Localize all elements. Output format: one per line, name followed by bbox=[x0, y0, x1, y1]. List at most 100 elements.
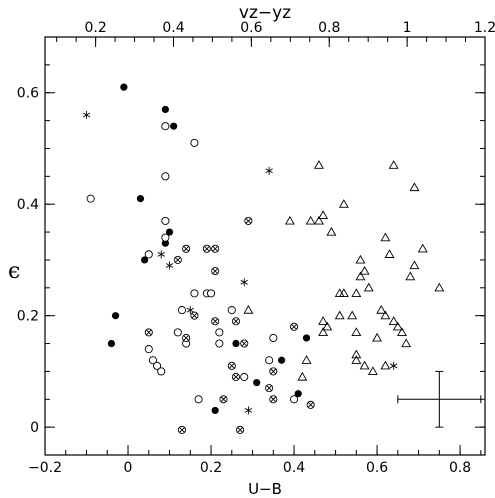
data-point-asterisk bbox=[82, 111, 91, 120]
data-point-crossed-circle bbox=[306, 400, 315, 409]
data-point-crossed-circle bbox=[231, 317, 240, 326]
data-point-open-triangle bbox=[380, 360, 391, 370]
y-tick-label: 0.4 bbox=[17, 197, 39, 213]
data-point-open-triangle bbox=[313, 160, 324, 169]
data-point-filled-circle bbox=[161, 239, 169, 247]
data-point-open-circle bbox=[206, 289, 216, 298]
data-point-open-triangle bbox=[417, 243, 428, 253]
data-point-open-triangle bbox=[318, 316, 329, 325]
data-points bbox=[82, 83, 445, 434]
data-point-open-triangle bbox=[326, 226, 337, 236]
y-tick-label: 0.2 bbox=[17, 309, 39, 325]
data-point-crossed-circle bbox=[290, 322, 299, 331]
data-point-filled-circle bbox=[253, 378, 261, 387]
data-point-crossed-circle bbox=[269, 395, 278, 404]
data-point-crossed-circle bbox=[231, 372, 240, 382]
data-point-open-triangle bbox=[355, 271, 366, 281]
data-point-crossed-circle bbox=[219, 395, 228, 404]
data-point-open-triangle bbox=[397, 327, 407, 336]
data-point-open-triangle bbox=[243, 304, 254, 314]
data-point-open-triangle bbox=[351, 355, 362, 364]
data-point-asterisk bbox=[165, 261, 174, 270]
data-point-filled-circle bbox=[294, 390, 302, 398]
data-point-open-circle bbox=[227, 306, 236, 315]
data-point-asterisk bbox=[265, 166, 273, 175]
data-point-open-triangle bbox=[334, 288, 345, 297]
data-point-open-circle bbox=[173, 328, 182, 337]
data-point-open-triangle bbox=[347, 310, 358, 320]
data-point-open-circle bbox=[144, 345, 153, 354]
data-point-crossed-circle bbox=[265, 384, 274, 393]
data-point-crossed-circle bbox=[227, 361, 236, 370]
data-point-filled-circle bbox=[161, 105, 169, 114]
data-point-filled-circle bbox=[170, 122, 178, 130]
data-point-crossed-circle bbox=[244, 216, 253, 225]
data-point-crossed-circle bbox=[173, 255, 182, 264]
error-bar bbox=[397, 370, 482, 428]
data-point-filled-circle bbox=[120, 83, 128, 91]
data-point-asterisk bbox=[240, 278, 248, 287]
data-point-open-circle bbox=[240, 372, 249, 382]
data-point-asterisk bbox=[157, 250, 165, 259]
data-point-open-triangle bbox=[359, 360, 370, 370]
data-point-open-triangle bbox=[409, 260, 420, 270]
x-axis-title: U−B bbox=[248, 480, 282, 498]
data-point-open-triangle bbox=[372, 332, 383, 342]
x-tick-label: 0.6 bbox=[366, 460, 388, 476]
data-point-filled-circle bbox=[141, 256, 149, 264]
data-point-open-circle bbox=[215, 339, 224, 348]
data-point-open-triangle bbox=[284, 215, 295, 225]
data-point-crossed-circle bbox=[190, 311, 199, 320]
data-point-open-triangle bbox=[301, 355, 312, 364]
data-point-open-triangle bbox=[338, 199, 349, 208]
data-point-crossed-circle bbox=[182, 333, 191, 343]
top-x-axis-title: vz−yz bbox=[239, 3, 291, 23]
data-point-crossed-circle bbox=[211, 317, 220, 326]
x-tick-label: 0.4 bbox=[283, 460, 305, 476]
x-tick-label: −0.2 bbox=[28, 460, 62, 476]
data-point-open-circle bbox=[194, 395, 203, 404]
data-point-open-triangle bbox=[401, 338, 412, 348]
y-axis-title: ϵ bbox=[8, 259, 20, 284]
data-point-open-triangle bbox=[322, 321, 333, 331]
data-point-open-circle bbox=[269, 333, 278, 343]
data-point-open-triangle bbox=[318, 210, 329, 219]
data-point-open-triangle bbox=[388, 316, 399, 325]
data-point-filled-circle bbox=[232, 339, 240, 348]
data-point-open-circle bbox=[290, 395, 299, 404]
data-point-open-circle bbox=[157, 367, 166, 376]
data-point-filled-circle bbox=[211, 406, 219, 415]
data-point-open-triangle bbox=[318, 327, 329, 336]
data-point-filled-circle bbox=[302, 334, 311, 342]
data-point-crossed-circle bbox=[177, 425, 187, 434]
data-point-open-circle bbox=[190, 289, 199, 298]
x-tick-label: 0 bbox=[124, 460, 133, 476]
data-point-open-triangle bbox=[380, 232, 391, 242]
data-point-open-circle bbox=[265, 356, 274, 365]
data-point-open-circle bbox=[215, 328, 224, 337]
data-point-open-triangle bbox=[367, 366, 378, 375]
data-point-filled-circle bbox=[111, 312, 120, 320]
y-tick-label: 0 bbox=[30, 420, 39, 436]
top-tick-label: 0.2 bbox=[84, 20, 106, 36]
data-point-open-circle bbox=[190, 138, 199, 147]
data-point-open-triangle bbox=[376, 304, 387, 314]
data-point-open-triangle bbox=[351, 327, 362, 336]
axis-ticks bbox=[44, 36, 486, 456]
data-point-open-circle bbox=[144, 250, 153, 259]
data-point-asterisk bbox=[186, 306, 194, 315]
data-point-open-circle bbox=[86, 194, 95, 203]
data-point-asterisk bbox=[389, 361, 398, 370]
data-point-open-circle bbox=[161, 122, 170, 131]
data-point-open-triangle bbox=[409, 182, 420, 192]
data-point-open-triangle bbox=[363, 282, 374, 292]
data-point-open-triangle bbox=[313, 215, 324, 225]
data-point-open-circle bbox=[148, 356, 157, 365]
data-point-open-circle bbox=[161, 233, 170, 242]
data-point-open-triangle bbox=[405, 271, 416, 281]
data-point-crossed-circle bbox=[269, 367, 278, 376]
data-point-open-triangle bbox=[305, 215, 316, 225]
data-point-open-triangle bbox=[351, 288, 362, 297]
data-point-crossed-circle bbox=[236, 425, 245, 434]
